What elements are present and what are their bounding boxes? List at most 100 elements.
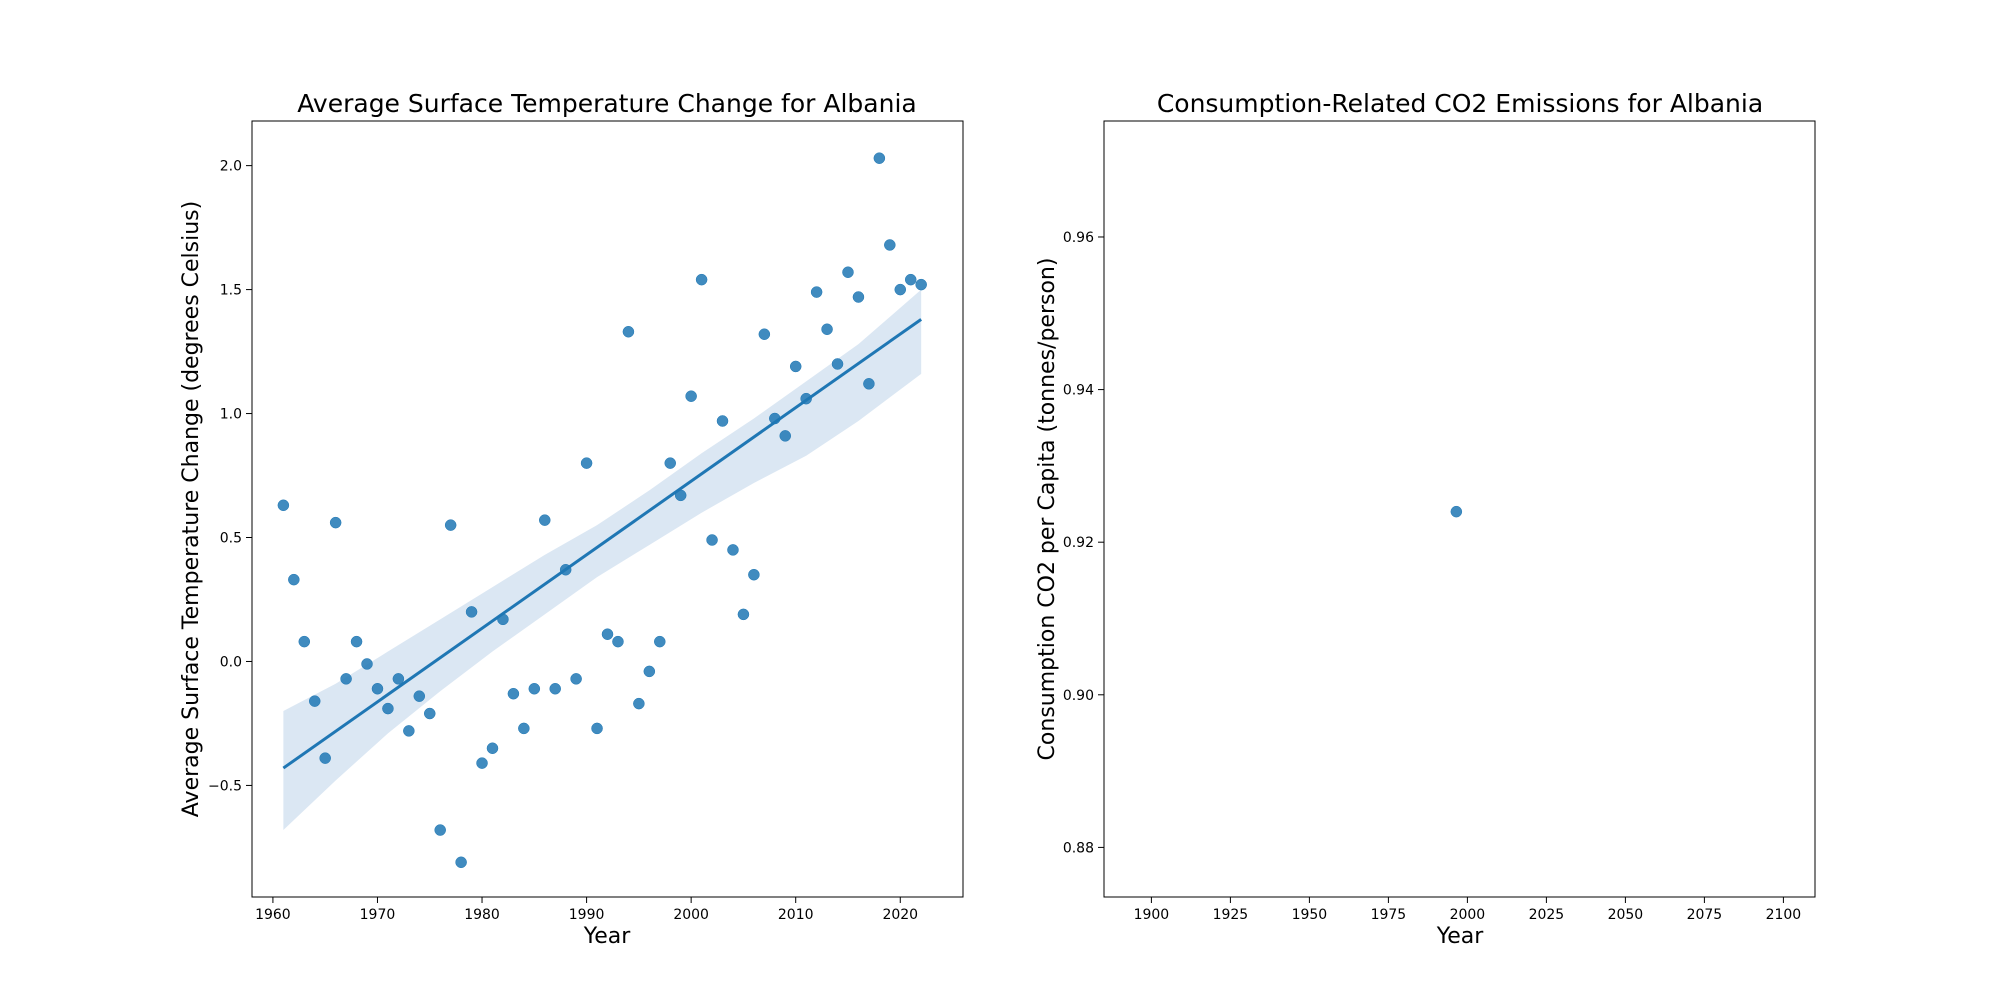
data-point	[444, 519, 457, 531]
x-tick-label: 2010	[778, 907, 814, 923]
data-point	[298, 635, 311, 648]
data-point	[382, 702, 394, 715]
scatter-points	[277, 152, 927, 869]
data-point	[424, 707, 436, 720]
data-point	[779, 430, 791, 442]
data-point	[674, 489, 687, 502]
data-point	[319, 752, 331, 764]
data-point	[361, 658, 373, 670]
confidence-band-layer	[283, 289, 922, 831]
data-point	[915, 278, 927, 291]
x-tick-label: 1990	[569, 907, 605, 923]
confidence-band	[283, 289, 922, 831]
x-tick-label: 2000	[1450, 907, 1486, 923]
x-axis-ticks: 1900 1925 1950 1975 2000 2025 2050 2075 2100	[1134, 897, 1802, 923]
x-tick-label: 1980	[464, 907, 500, 923]
x-axis-label: Year	[583, 924, 632, 949]
x-tick-label: 1970	[360, 907, 396, 923]
data-point	[371, 682, 384, 695]
data-point	[570, 673, 582, 685]
y-tick-label: 0.92	[1063, 535, 1094, 551]
chart-title: Consumption-Related CO2 Emissions for Al…	[1157, 89, 1763, 118]
data-point	[821, 323, 833, 336]
data-point	[413, 690, 426, 702]
data-point	[476, 757, 488, 769]
x-tick-label: 1925	[1213, 907, 1249, 923]
data-point	[288, 573, 300, 586]
y-axis-ticks: 0.88 0.90 0.92 0.94 0.96	[1063, 230, 1104, 856]
x-tick-label: 1900	[1134, 907, 1170, 923]
data-point	[789, 360, 802, 373]
data-point	[748, 568, 760, 581]
regression-line	[282, 318, 923, 770]
data-point	[695, 273, 708, 286]
y-tick-label: 0.5	[220, 531, 242, 547]
data-point	[392, 673, 405, 685]
data-point	[591, 722, 603, 735]
data-point	[340, 673, 352, 685]
data-point	[434, 824, 446, 836]
data-point	[852, 291, 865, 303]
x-tick-label: 1950	[1292, 907, 1328, 923]
data-point	[277, 499, 290, 512]
data-point	[894, 283, 907, 296]
chart-title: Average Surface Temperature Change for A…	[297, 89, 916, 118]
data-point	[904, 273, 917, 286]
x-tick-label: 2100	[1766, 907, 1802, 923]
data-point	[580, 457, 593, 469]
data-point	[308, 695, 321, 707]
y-tick-label: 1.0	[220, 407, 242, 423]
y-tick-label: 1.5	[220, 283, 242, 299]
data-point	[884, 239, 896, 251]
plot-frame	[251, 120, 964, 898]
x-tick-label: 1975	[1371, 907, 1407, 923]
data-point	[758, 328, 771, 340]
y-tick-label: 0.90	[1063, 688, 1094, 704]
x-tick-label: 2000	[673, 907, 709, 923]
plot-frame	[1103, 120, 1816, 898]
y-axis-label: Consumption CO2 per Capita (tonnes/perso…	[1035, 258, 1060, 761]
data-point	[486, 742, 499, 754]
data-point	[350, 635, 363, 648]
data-point	[800, 392, 812, 405]
scatter-points	[1450, 505, 1463, 518]
data-point	[685, 390, 697, 402]
y-tick-label: 2.0	[220, 159, 242, 175]
data-point	[455, 856, 467, 869]
data-point	[769, 412, 781, 425]
data-point	[643, 665, 656, 678]
data-point	[497, 613, 509, 626]
data-point	[831, 358, 844, 370]
data-point	[842, 266, 854, 278]
x-axis-ticks: 1960 1970 1980 1990 2000 2010 2020	[255, 897, 918, 923]
x-tick-label: 1960	[255, 907, 291, 923]
x-tick-label: 2025	[1529, 907, 1565, 923]
x-tick-label: 2020	[882, 907, 918, 923]
data-point	[601, 628, 614, 640]
y-tick-label: 0.94	[1063, 383, 1094, 399]
co2-chart: Consumption-Related CO2 Emissions for Al…	[1035, 89, 1816, 949]
data-point	[716, 415, 729, 427]
data-point	[863, 378, 875, 390]
y-tick-label: −0.5	[208, 778, 242, 794]
x-tick-label: 2050	[1608, 907, 1644, 923]
data-point	[465, 606, 478, 618]
data-point	[539, 514, 551, 526]
y-axis-ticks: −0.5 0.0 0.5 1.0 1.5 2.0	[208, 159, 252, 794]
data-point	[507, 687, 520, 700]
data-point	[810, 286, 823, 298]
y-tick-label: 0.0	[220, 654, 242, 670]
data-point	[518, 722, 530, 735]
data-point	[403, 725, 415, 737]
temperature-chart: Average Surface Temperature Change for A…	[179, 89, 964, 949]
y-tick-label: 0.96	[1063, 230, 1094, 246]
data-point	[612, 635, 624, 648]
data-point	[528, 682, 541, 695]
data-point	[737, 608, 750, 621]
data-point	[1450, 505, 1463, 518]
x-tick-label: 2075	[1687, 907, 1723, 923]
data-point	[873, 152, 886, 164]
data-point	[329, 516, 342, 529]
data-point	[664, 457, 676, 469]
